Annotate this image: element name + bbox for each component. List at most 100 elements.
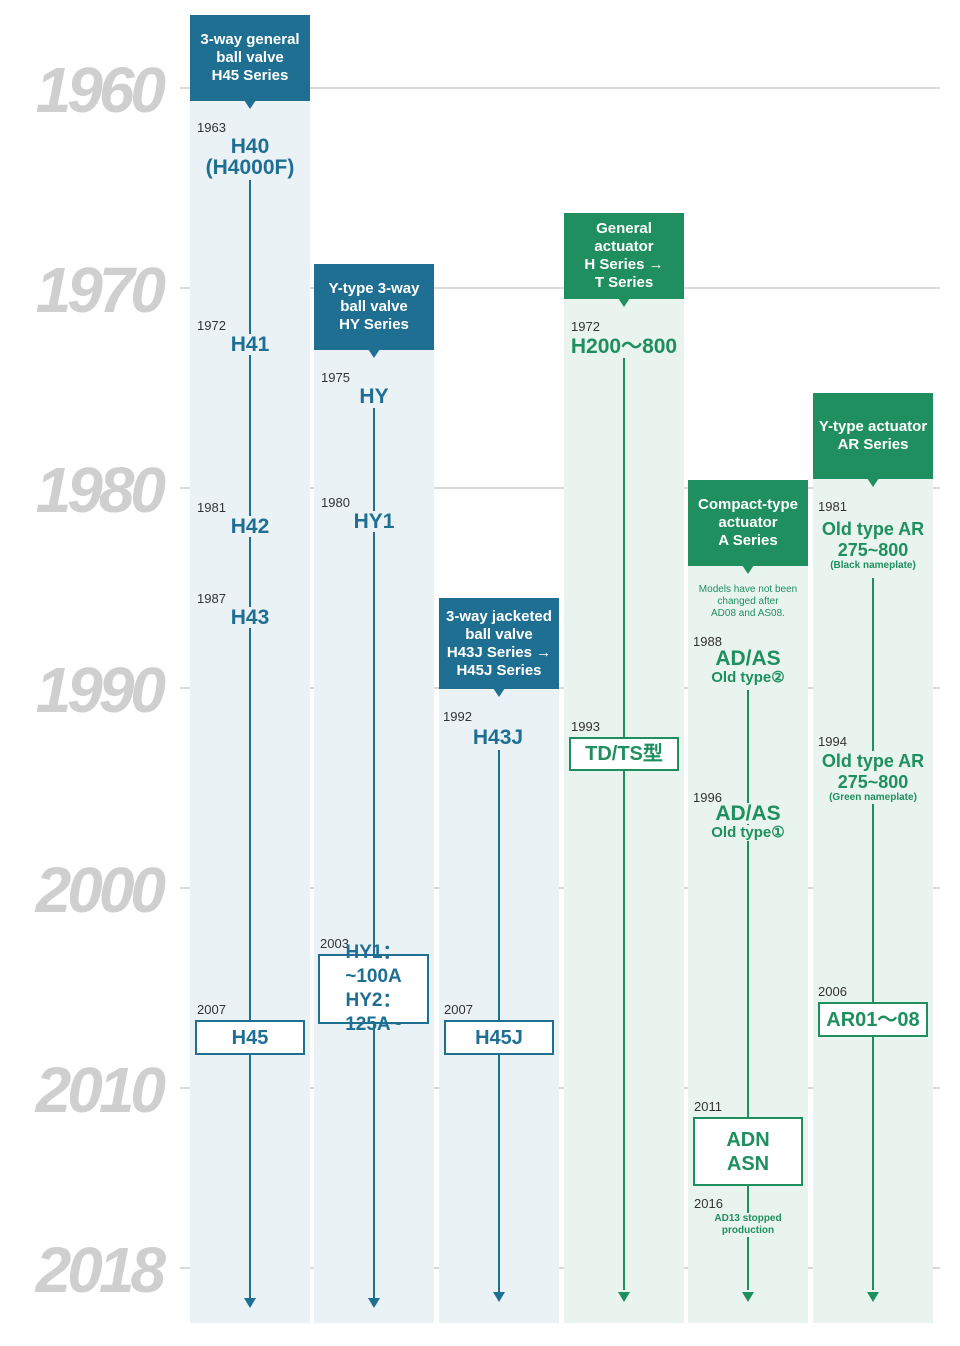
arrow-down-icon <box>618 1292 630 1302</box>
box-line: HY1：~100A <box>345 942 402 987</box>
event-year: 1975 <box>321 370 350 385</box>
box-line: H45J <box>475 1026 523 1049</box>
gridline-2018 <box>180 1267 940 1269</box>
event-year: 1963 <box>197 120 226 135</box>
model-line: (H4000F) <box>205 156 295 179</box>
header-hy-series: Y-type 3-way ball valve HY Series <box>314 264 434 358</box>
note-line: Models have not been <box>698 584 798 595</box>
gridline-2000 <box>180 887 940 889</box>
timeline-line <box>373 408 375 1298</box>
event-year: 2006 <box>818 984 847 999</box>
model-box: ADN ASN <box>693 1117 803 1186</box>
model-line: H40 <box>230 135 270 158</box>
note-line: production <box>721 1225 775 1236</box>
timeline-line <box>872 578 874 1290</box>
event-year: 1972 <box>571 319 600 334</box>
event-year: 1996 <box>693 790 722 805</box>
box-line: TD/TS型 <box>585 743 663 765</box>
header-line: T Series <box>594 274 654 291</box>
header-line: 3-way jacketed <box>446 607 552 625</box>
model-label: HY1 <box>349 511 399 532</box>
note-line: AD08 and AS08. <box>711 608 785 619</box>
gridline-1970 <box>180 287 940 289</box>
header-h43j-series: 3-way jacketed ball valve H43J Series → … <box>439 598 559 697</box>
event-year: 2003 <box>320 936 349 951</box>
event-year: 1987 <box>197 591 226 606</box>
model-sublabel: Old type② <box>700 670 796 686</box>
header-h45-series: 3-way general ball valve H45 Series <box>190 15 310 109</box>
header-line: General <box>596 220 652 237</box>
arrow-down-icon <box>493 1292 505 1302</box>
event-year: 1972 <box>197 318 226 333</box>
gridline-1990 <box>180 687 940 689</box>
box-line: HY2：125A~ <box>345 990 402 1035</box>
header-t-series: General actuator H Series → T Series <box>564 213 684 307</box>
decade-label: 2018 <box>35 1234 166 1306</box>
model-label: H43J <box>470 727 526 748</box>
box-line: AR01～08 <box>826 1008 920 1031</box>
header-line: HY Series <box>339 316 409 333</box>
decade-label: 1980 <box>35 454 166 526</box>
header-line: 3-way general <box>200 31 300 48</box>
model-label: H43 <box>225 607 275 628</box>
pointer-icon <box>244 100 256 109</box>
header-line: actuator <box>718 514 778 531</box>
header-line: ball valve <box>465 625 533 643</box>
model-label: H42 <box>225 516 275 537</box>
event-year: 1980 <box>321 495 350 510</box>
header-line: A Series <box>718 532 778 549</box>
gridline-1980 <box>180 487 940 489</box>
note-line: AD13 stopped <box>714 1213 782 1224</box>
decade-label: 1960 <box>35 54 166 126</box>
header-line: actuator <box>594 238 654 255</box>
arrow-down-icon <box>867 1292 879 1302</box>
event-year: 2007 <box>444 1002 473 1017</box>
model-label: Old type AR 275~800 <box>815 751 931 793</box>
timeline-line <box>623 358 625 1290</box>
header-line: Y-type 3-way <box>328 280 420 297</box>
model-box: H45 <box>195 1020 305 1055</box>
model-box: TD/TS型 <box>569 737 679 771</box>
model-label: H41 <box>225 334 275 355</box>
header-line: Compact-type <box>697 496 798 513</box>
decade-label: 1990 <box>35 654 166 726</box>
header-ar-series: Y-type actuator AR Series <box>813 393 933 487</box>
series-note: Models have not been changed after AD08 … <box>688 584 808 620</box>
gridline-2010 <box>180 1087 940 1089</box>
event-year: 1992 <box>443 709 472 724</box>
timeline-line <box>747 690 749 1290</box>
model-line: Old type AR <box>821 519 925 539</box>
decade-label: 2010 <box>35 1054 166 1126</box>
decade-label: 1970 <box>35 254 166 326</box>
model-line: Old type AR <box>821 751 925 771</box>
box-line: ASN <box>726 1152 770 1175</box>
event-year: 1988 <box>693 634 722 649</box>
model-box: AR01～08 <box>818 1002 928 1037</box>
header-line: ball valve <box>216 49 284 66</box>
pointer-icon <box>618 298 630 307</box>
model-box: HY1：~100A HY2：125A~ <box>318 942 429 1035</box>
nameplate-note: (Black nameplate) <box>815 560 931 572</box>
model-box: H45J <box>444 1020 554 1055</box>
header-line: H45J Series <box>456 661 542 679</box>
timeline-line <box>249 180 251 1298</box>
note-line: changed after <box>717 596 779 607</box>
model-label: AD/AS <box>713 648 783 669</box>
header-line: AR Series <box>837 436 909 453</box>
event-year: 1981 <box>818 499 847 514</box>
arrow-down-icon <box>742 1292 754 1302</box>
event-year: 1981 <box>197 500 226 515</box>
box-line: H45 <box>231 1026 269 1049</box>
model-label: HY <box>349 386 399 407</box>
header-line: Y-type actuator <box>818 418 928 435</box>
event-year: 2011 <box>694 1099 722 1114</box>
gridline-1960 <box>180 87 940 89</box>
event-year: 2016 <box>694 1196 723 1211</box>
decade-label: 2000 <box>35 854 166 926</box>
pointer-icon <box>742 565 754 574</box>
model-line: 275~800 <box>837 772 909 792</box>
header-line: H43J Series → <box>446 643 552 661</box>
pointer-icon <box>493 688 505 697</box>
model-label: AD/AS <box>713 803 783 824</box>
model-label: H40 (H4000F) <box>200 136 300 178</box>
